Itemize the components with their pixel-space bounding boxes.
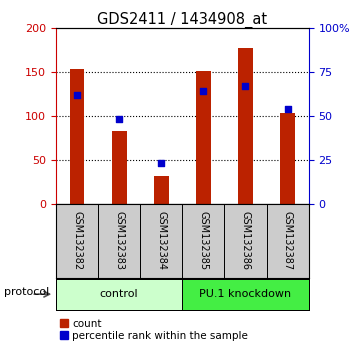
Text: PU.1 knockdown: PU.1 knockdown (199, 289, 292, 299)
Bar (154, 176, 169, 204)
Bar (196, 71, 211, 204)
Bar (56, 279, 182, 310)
Point (116, 116, 122, 122)
Text: GSM132382: GSM132382 (72, 211, 82, 270)
Bar (266, 204, 309, 278)
Text: protocol: protocol (4, 287, 49, 297)
Bar (112, 131, 126, 204)
Text: GSM132386: GSM132386 (240, 211, 251, 270)
Bar (98, 204, 140, 278)
Point (158, 160, 164, 166)
Point (243, 83, 248, 89)
Text: GSM132384: GSM132384 (156, 211, 166, 270)
Text: GSM132383: GSM132383 (114, 211, 124, 270)
Bar (182, 279, 309, 310)
Point (200, 88, 206, 94)
Text: GSM132385: GSM132385 (198, 211, 208, 270)
Bar (225, 204, 266, 278)
Title: GDS2411 / 1434908_at: GDS2411 / 1434908_at (97, 12, 268, 28)
Bar (56, 204, 98, 278)
Bar (238, 47, 253, 204)
Point (285, 106, 291, 112)
Text: GSM132387: GSM132387 (283, 211, 293, 270)
Bar (280, 113, 295, 204)
Bar (70, 69, 84, 204)
Point (74, 92, 80, 98)
Bar (140, 204, 182, 278)
Legend: count, percentile rank within the sample: count, percentile rank within the sample (56, 315, 252, 345)
Bar (182, 204, 225, 278)
Text: control: control (100, 289, 138, 299)
